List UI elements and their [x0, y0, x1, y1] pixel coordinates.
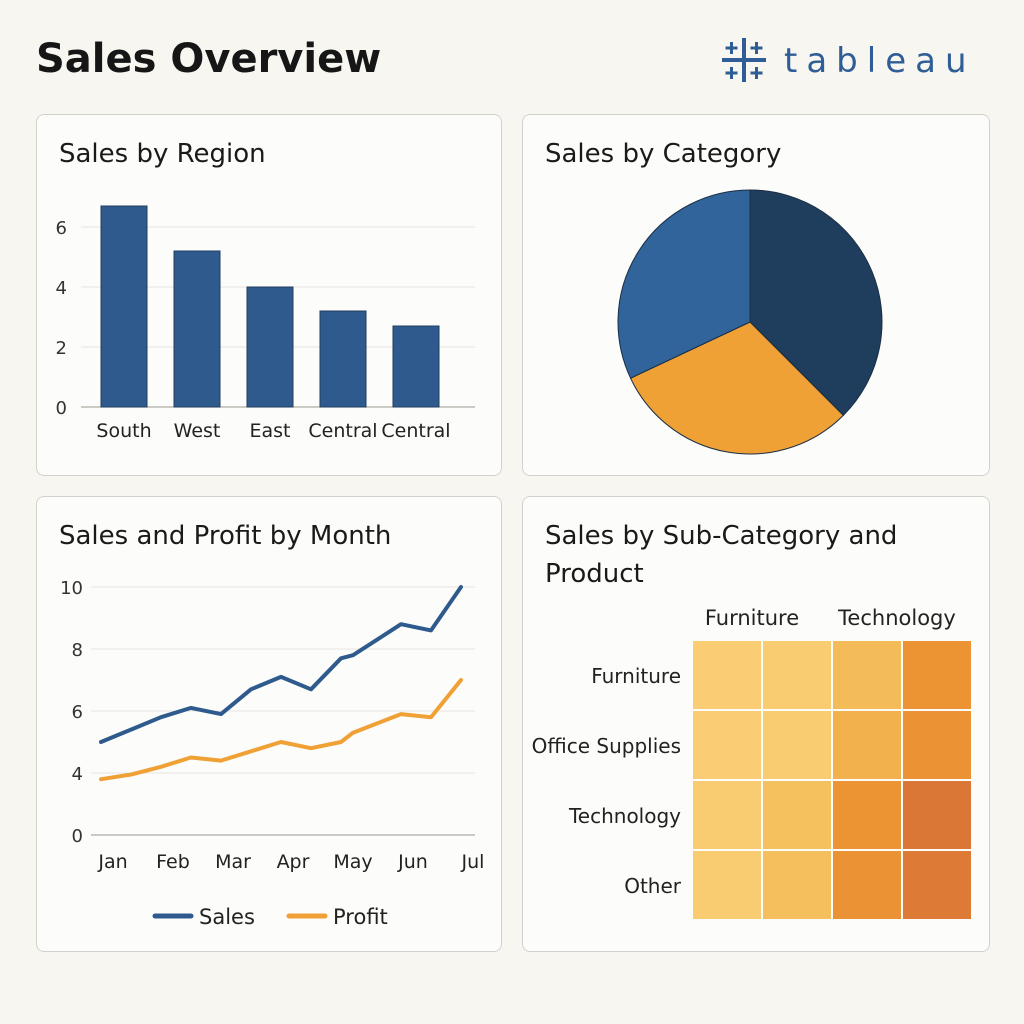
- x-tick-label: Central: [381, 420, 450, 442]
- heatmap-cell: [693, 851, 761, 919]
- card-title: Sales and Profit by Month: [59, 521, 392, 551]
- subcategory-heatmap: Furniture Technology Furniture Office Suppl…: [532, 606, 971, 919]
- heatmap-cell: [833, 711, 901, 779]
- y-tick-label: 4: [72, 764, 83, 785]
- bar: [246, 286, 294, 408]
- column-label: Technology: [837, 606, 956, 630]
- y-tick-label: 6: [72, 702, 83, 723]
- month-line-chart: 0 4 6 8 10 Jan Feb Mar Apr May Jun Jul Sales Profit: [60, 578, 485, 929]
- x-tick-label: Jul: [461, 851, 485, 873]
- heatmap-cell: [693, 641, 761, 709]
- series-line-sales: [99, 585, 463, 744]
- heatmap-cell: [903, 711, 971, 779]
- y-tick-label: 2: [56, 338, 67, 359]
- pie-slice: [617, 189, 751, 379]
- heatmap-cell: [833, 781, 901, 849]
- y-tick-label: 8: [72, 640, 83, 661]
- bar: [319, 310, 367, 408]
- category-pie-chart: [617, 189, 883, 455]
- heatmap-cell: [833, 641, 901, 709]
- x-tick-label: Jan: [97, 851, 127, 873]
- legend-label: Profit: [333, 905, 388, 929]
- pie-slice: [749, 189, 883, 417]
- x-tick-label: West: [174, 420, 221, 442]
- y-tick-label: 10: [60, 578, 83, 599]
- bar: [392, 325, 440, 408]
- y-tick-label: 6: [56, 218, 67, 239]
- sales-subcategory-card: Sales by Sub-Category and Product Furnit…: [522, 496, 990, 952]
- heatmap-cell: [763, 711, 831, 779]
- x-tick-label: Jun: [397, 851, 428, 873]
- x-tick-label: East: [250, 420, 291, 442]
- heatmap-cell: [763, 851, 831, 919]
- heatmap-cell: [763, 641, 831, 709]
- heatmap-cell: [903, 641, 971, 709]
- page-title: Sales Overview: [36, 36, 382, 82]
- y-tick-label: 0: [56, 398, 67, 419]
- column-label: Furniture: [705, 606, 799, 630]
- bar: [173, 250, 221, 408]
- series-line-profit: [99, 678, 463, 782]
- legend-label: Sales: [199, 905, 255, 929]
- tableau-cross-icon: [722, 38, 766, 82]
- region-bar-chart: 0 2 4 6 South West East Central Central: [56, 205, 475, 442]
- row-label: Furniture: [591, 664, 681, 688]
- bar: [100, 205, 148, 408]
- x-tick-label: South: [96, 420, 151, 442]
- heatmap-cell: [693, 781, 761, 849]
- heatmap-cell: [903, 851, 971, 919]
- row-label: Technology: [568, 804, 681, 828]
- heatmap-cell: [833, 851, 901, 919]
- sales-by-category-card: Sales by Category: [522, 114, 990, 476]
- brand-name: tableau: [784, 41, 976, 81]
- card-title: Sales by Sub-Category and Product: [545, 521, 898, 589]
- heatmap-cell: [903, 781, 971, 849]
- x-tick-label: Central: [308, 420, 377, 442]
- heatmap-cell: [763, 781, 831, 849]
- card-title: Sales by Category: [545, 139, 782, 169]
- row-label: Office Supplies: [532, 734, 681, 758]
- x-tick-label: Feb: [156, 851, 190, 873]
- card-title: Sales by Region: [59, 139, 266, 169]
- x-tick-label: Apr: [277, 851, 310, 873]
- heatmap-cell: [693, 711, 761, 779]
- y-tick-label: 0: [72, 826, 83, 847]
- y-tick-label: 4: [56, 278, 67, 299]
- tableau-logo[interactable]: tableau: [722, 34, 984, 86]
- sales-profit-month-card: Sales and Profit by Month 0 4 6 8 10 Jan Feb Ma…: [36, 496, 502, 952]
- x-tick-label: May: [333, 851, 372, 873]
- pie-slice: [629, 321, 845, 455]
- x-tick-label: Mar: [215, 851, 251, 873]
- row-label: Other: [624, 874, 682, 898]
- sales-by-region-card: Sales by Region 0 2 4 6 South West East Central…: [36, 114, 502, 476]
